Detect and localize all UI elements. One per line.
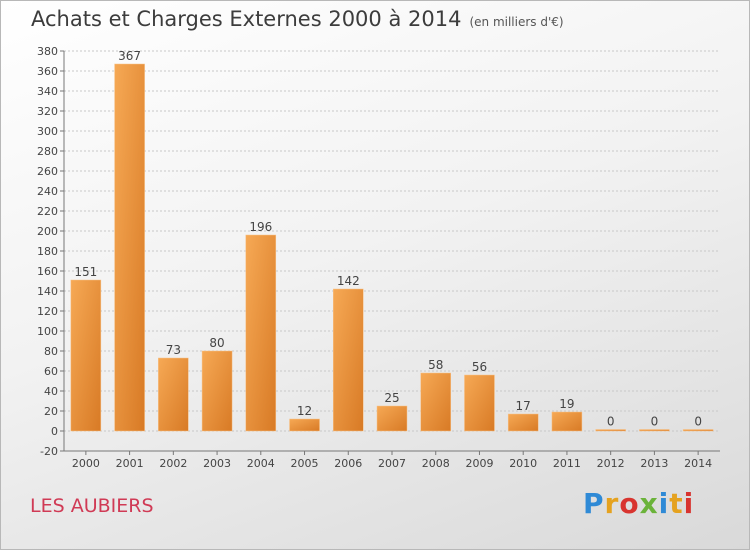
y-tick-label: 120	[37, 305, 58, 318]
bar-2000[interactable]	[70, 279, 102, 432]
x-tick-label: 2000	[72, 457, 100, 470]
y-tick-label: 160	[37, 265, 58, 278]
chart-title-line: Achats et Charges Externes 2000 à 2014 (e…	[31, 7, 564, 31]
y-tick-label: 220	[37, 205, 58, 218]
bar-2007[interactable]	[376, 405, 408, 432]
bar-2014[interactable]	[682, 429, 714, 432]
y-tick-label: 40	[44, 385, 58, 398]
y-tick-label: 240	[37, 185, 58, 198]
x-tick-label: 2006	[334, 457, 362, 470]
logo-letter: i	[658, 487, 670, 520]
chart-title: Achats et Charges Externes 2000 à 2014	[31, 7, 462, 31]
x-tick-label: 2013	[640, 457, 668, 470]
bar-2003[interactable]	[201, 350, 233, 432]
y-tick-label: 280	[37, 145, 58, 158]
data-label: 0	[651, 415, 659, 429]
x-axis: 2000 2001 2002 2003 2004 2005 2006 2007 2008 2009…	[64, 450, 720, 470]
y-axis: -20 0 20 40 60 80 100 120 140 160 180 200 220 240 260 2…	[37, 45, 65, 458]
y-tick-label: 260	[37, 165, 58, 178]
x-tick-label: 2004	[247, 457, 275, 470]
logo-letter: P	[583, 487, 605, 520]
y-tick-label: 200	[37, 225, 58, 238]
data-label: 0	[607, 415, 615, 429]
logo-letter: o	[619, 487, 640, 520]
data-label: 80	[209, 336, 224, 350]
data-label: 367	[118, 49, 141, 63]
bar-2010[interactable]	[507, 413, 539, 432]
logo-letter: t	[669, 487, 684, 520]
data-label: 56	[472, 360, 487, 374]
x-tick-label: 2011	[553, 457, 581, 470]
data-label: 12	[297, 404, 312, 418]
proxiti-logo[interactable]: Proxiti	[583, 487, 694, 520]
data-label: 25	[384, 391, 399, 405]
y-tick-label: 380	[37, 45, 58, 58]
data-label: 151	[74, 265, 97, 279]
bar-2011[interactable]	[551, 411, 583, 432]
bar-2006[interactable]	[333, 288, 364, 432]
x-tick-label: 2005	[291, 457, 319, 470]
bar-2009[interactable]	[464, 374, 495, 432]
x-tick-label: 2010	[509, 457, 537, 470]
data-label: 17	[516, 399, 531, 413]
x-tick-label: 2007	[378, 457, 406, 470]
y-tick-label: 60	[44, 365, 58, 378]
logo-letter: i	[683, 487, 695, 520]
bar-2005[interactable]	[289, 418, 320, 432]
y-tick-label: -20	[40, 445, 58, 458]
y-tick-label: 360	[37, 65, 58, 78]
x-tick-label: 2012	[597, 457, 625, 470]
x-tick-label: 2014	[684, 457, 712, 470]
x-tick-label: 2009	[465, 457, 493, 470]
bar-2013[interactable]	[639, 429, 670, 432]
bar-2001[interactable]	[114, 63, 145, 432]
bar-2012[interactable]	[595, 429, 626, 432]
data-label: 196	[249, 220, 272, 234]
commune-name: LES AUBIERS	[30, 495, 154, 517]
chart-subtitle: (en milliers d'€)	[469, 15, 564, 29]
y-tick-label: 80	[44, 345, 58, 358]
y-tick-label: 320	[37, 105, 58, 118]
y-tick-label: 100	[37, 325, 58, 338]
y-tick-label: 140	[37, 285, 58, 298]
data-label: 19	[559, 397, 574, 411]
y-tick-label: 20	[44, 405, 58, 418]
logo-letter: r	[604, 487, 620, 520]
y-tick-label: 300	[37, 125, 58, 138]
x-tick-label: 2008	[422, 457, 450, 470]
data-label: 73	[166, 343, 181, 357]
x-tick-label: 2003	[203, 457, 231, 470]
bar-2002[interactable]	[158, 357, 189, 432]
y-tick-label: 340	[37, 85, 58, 98]
x-tick-label: 2001	[116, 457, 144, 470]
x-tick-label: 2002	[159, 457, 187, 470]
bar-2004[interactable]	[245, 234, 277, 432]
y-tick-label: 180	[37, 245, 58, 258]
data-label: 0	[694, 415, 702, 429]
bar-2008[interactable]	[420, 372, 451, 432]
data-label: 142	[337, 274, 360, 288]
y-tick-label: 0	[51, 425, 58, 438]
logo-letter: x	[639, 487, 659, 520]
bars: 151 367 73 80 196 12 142 25 58 56 17 19 0 0 0	[70, 49, 714, 432]
data-label: 58	[428, 358, 443, 372]
